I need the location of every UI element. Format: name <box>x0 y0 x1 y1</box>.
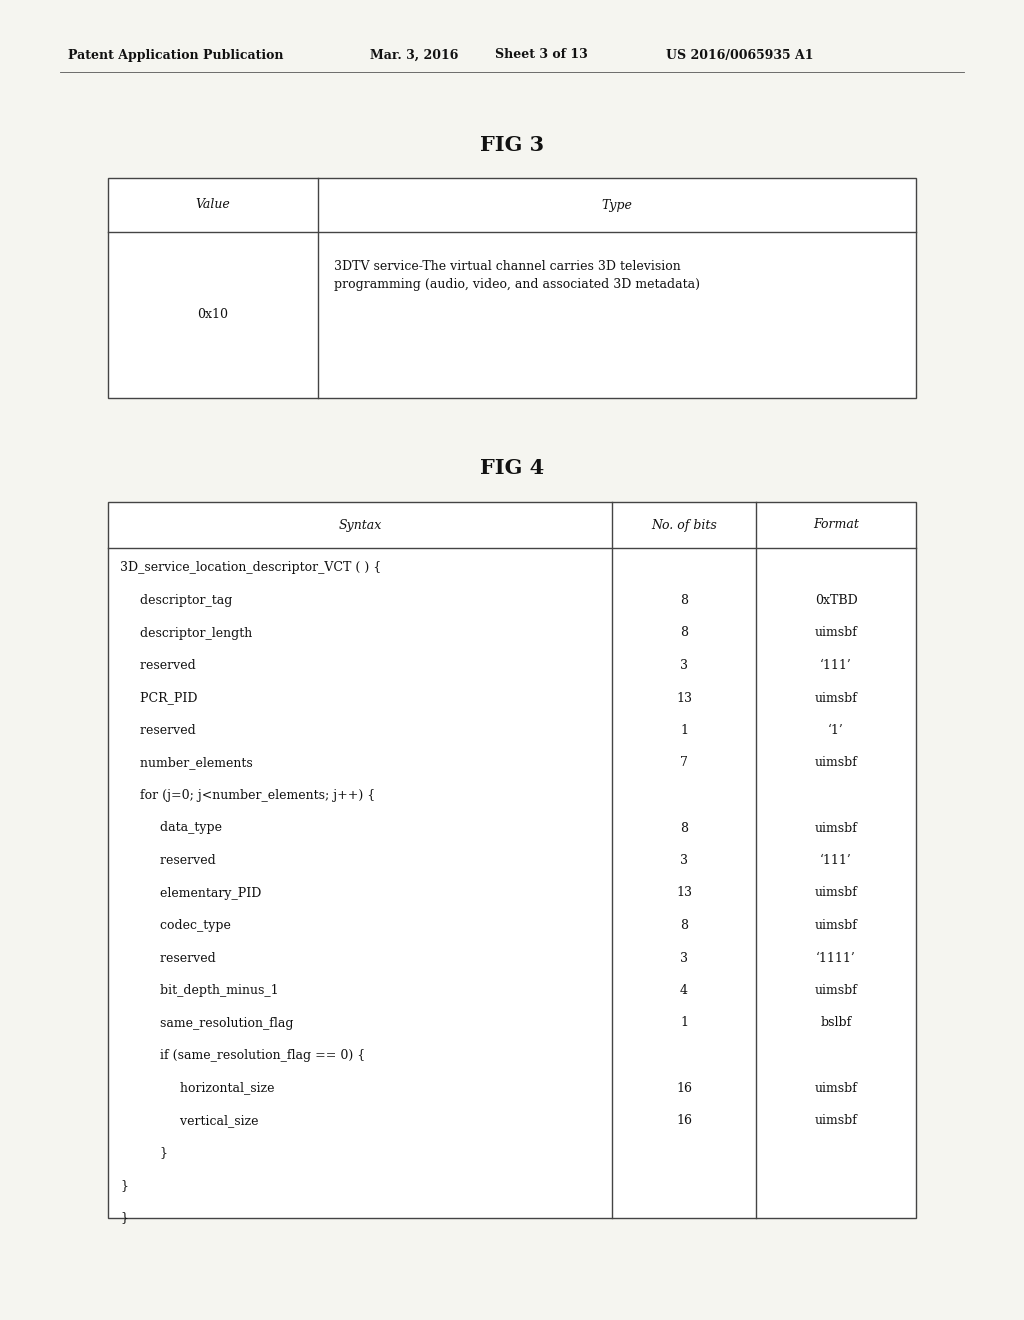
Text: 8: 8 <box>680 821 688 834</box>
Text: number_elements: number_elements <box>120 756 253 770</box>
Text: 3: 3 <box>680 952 688 965</box>
Text: No. of bits: No. of bits <box>651 519 717 532</box>
Text: horizontal_size: horizontal_size <box>120 1081 274 1094</box>
Text: }: } <box>120 1147 168 1159</box>
Bar <box>108 178 916 399</box>
Text: elementary_PID: elementary_PID <box>120 887 261 899</box>
Text: 4: 4 <box>680 983 688 997</box>
Text: if (same_resolution_flag == 0) {: if (same_resolution_flag == 0) { <box>120 1049 366 1063</box>
Text: codec_type: codec_type <box>120 919 230 932</box>
Text: 1: 1 <box>680 1016 688 1030</box>
Text: 16: 16 <box>676 1114 692 1127</box>
Text: 13: 13 <box>676 692 692 705</box>
Text: Sheet 3 of 13: Sheet 3 of 13 <box>495 49 588 62</box>
Text: 8: 8 <box>680 627 688 639</box>
Text: 3: 3 <box>680 854 688 867</box>
Text: PCR_PID: PCR_PID <box>120 692 198 705</box>
Text: 3: 3 <box>680 659 688 672</box>
Text: uimsbf: uimsbf <box>814 1114 857 1127</box>
Text: uimsbf: uimsbf <box>814 1081 857 1094</box>
Text: Syntax: Syntax <box>338 519 382 532</box>
Text: }: } <box>120 1212 128 1225</box>
Text: uimsbf: uimsbf <box>814 627 857 639</box>
Text: ‘111’: ‘111’ <box>820 854 852 867</box>
Text: reserved: reserved <box>120 952 216 965</box>
Text: 13: 13 <box>676 887 692 899</box>
Text: uimsbf: uimsbf <box>814 756 857 770</box>
Text: uimsbf: uimsbf <box>814 887 857 899</box>
Text: uimsbf: uimsbf <box>814 983 857 997</box>
Text: }: } <box>120 1179 128 1192</box>
Text: reserved: reserved <box>120 659 196 672</box>
Text: ‘1’: ‘1’ <box>828 723 844 737</box>
Text: 0xTBD: 0xTBD <box>815 594 857 607</box>
Text: bslbf: bslbf <box>820 1016 852 1030</box>
Text: Patent Application Publication: Patent Application Publication <box>68 49 284 62</box>
Text: uimsbf: uimsbf <box>814 692 857 705</box>
Text: Value: Value <box>196 198 230 211</box>
Text: bit_depth_minus_1: bit_depth_minus_1 <box>120 983 279 997</box>
Text: 7: 7 <box>680 756 688 770</box>
Text: FIG 3: FIG 3 <box>480 135 544 154</box>
Text: vertical_size: vertical_size <box>120 1114 258 1127</box>
Text: 3D_service_location_descriptor_VCT ( ) {: 3D_service_location_descriptor_VCT ( ) { <box>120 561 381 574</box>
Text: 16: 16 <box>676 1081 692 1094</box>
Text: data_type: data_type <box>120 821 222 834</box>
Bar <box>108 502 916 1218</box>
Text: 3DTV service-The virtual channel carries 3D television: 3DTV service-The virtual channel carries… <box>334 260 681 273</box>
Text: 8: 8 <box>680 919 688 932</box>
Text: same_resolution_flag: same_resolution_flag <box>120 1016 294 1030</box>
Text: uimsbf: uimsbf <box>814 821 857 834</box>
Text: 0x10: 0x10 <box>198 309 228 322</box>
Text: ‘111’: ‘111’ <box>820 659 852 672</box>
Text: programming (audio, video, and associated 3D metadata): programming (audio, video, and associate… <box>334 279 700 290</box>
Text: Mar. 3, 2016: Mar. 3, 2016 <box>370 49 459 62</box>
Text: reserved: reserved <box>120 854 216 867</box>
Text: 8: 8 <box>680 594 688 607</box>
Text: Type: Type <box>601 198 633 211</box>
Text: Format: Format <box>813 519 859 532</box>
Text: descriptor_tag: descriptor_tag <box>120 594 232 607</box>
Text: uimsbf: uimsbf <box>814 919 857 932</box>
Text: reserved: reserved <box>120 723 196 737</box>
Text: FIG 4: FIG 4 <box>480 458 544 478</box>
Text: for (j=0; j<number_elements; j++) {: for (j=0; j<number_elements; j++) { <box>120 789 375 803</box>
Text: 1: 1 <box>680 723 688 737</box>
Text: descriptor_length: descriptor_length <box>120 627 252 639</box>
Text: US 2016/0065935 A1: US 2016/0065935 A1 <box>666 49 813 62</box>
Text: ‘1111’: ‘1111’ <box>816 952 856 965</box>
